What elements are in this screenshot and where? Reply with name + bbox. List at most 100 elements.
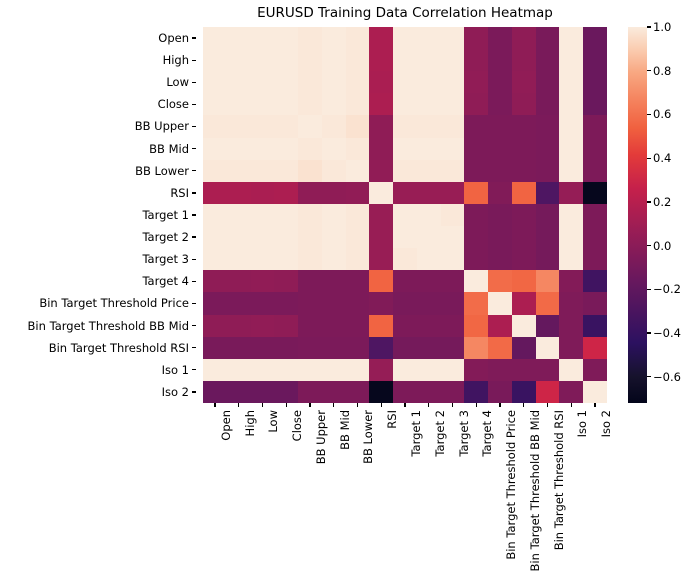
heatmap-cell: [250, 203, 275, 227]
heatmap-cell: [345, 181, 370, 204]
heatmap-cell: [203, 226, 227, 249]
heatmap-cell: [488, 358, 512, 381]
y-axis-tick-label: High: [162, 53, 189, 68]
heatmap-cell: [393, 270, 417, 293]
heatmap-cell: [203, 314, 227, 337]
heatmap-cell: [535, 27, 560, 50]
heatmap-cell: [416, 27, 441, 50]
heatmap-cell: [298, 270, 322, 293]
heatmap-cell: [511, 115, 536, 138]
x-axis-tick-mark: [380, 403, 382, 407]
heatmap-cell: [583, 314, 607, 337]
heatmap-cell: [321, 137, 346, 160]
heatmap-cell: [511, 49, 536, 72]
x-axis-tick: Target 1: [393, 403, 423, 527]
colorbar-tick-labels: 1.0 0.8 0.6 0.4 0.2 0.0 −0.2 −0.4 −0.6: [647, 21, 688, 403]
x-axis-tick-mark: [333, 403, 335, 407]
heatmap-cell: [298, 358, 322, 381]
x-axis-tick-mark: [356, 403, 359, 407]
y-axis-tick-mark: [192, 37, 196, 39]
heatmap-figure: EURUSD Training Data Correlation Heatmap…: [27, 5, 688, 571]
y-axis-tick-mark: [192, 214, 196, 216]
heatmap-cell: [416, 71, 441, 94]
x-axis-tick: BB Mid: [322, 403, 352, 527]
y-axis-tick-label: Target 2: [142, 230, 189, 245]
y-axis-tick-label: Target 1: [142, 207, 189, 222]
heatmap-cell: [298, 248, 322, 271]
x-axis-tick-mark: [546, 403, 549, 407]
heatmap-cell: [203, 49, 227, 72]
heatmap-cell: [298, 137, 322, 160]
heatmap-cell: [345, 248, 370, 271]
colorbar-tick-mark: [647, 26, 651, 28]
heatmap-cell: [440, 270, 465, 293]
heatmap-cell: [583, 137, 607, 160]
heatmap-cell: [226, 181, 251, 204]
y-axis-tick-label: Open: [158, 31, 189, 45]
heatmap-cell: [535, 203, 560, 227]
heatmap-cell: [250, 49, 275, 72]
y-axis-tick-label: RSI: [170, 185, 189, 200]
heatmap-cell: [345, 71, 370, 94]
heatmap-cell: [559, 93, 584, 116]
heatmap-cell: [321, 49, 346, 72]
heatmap-cell: [559, 380, 584, 403]
heatmap-cell: [274, 27, 299, 50]
heatmap-cell: [345, 358, 370, 381]
heatmap-cell: [274, 270, 299, 293]
heatmap-cell: [440, 115, 465, 138]
heatmap-cell: [583, 71, 607, 94]
heatmap-cell: [321, 336, 346, 359]
heatmap-cell: [583, 93, 607, 116]
heatmap-cell: [369, 159, 394, 182]
x-axis-tick-mark: [404, 403, 406, 407]
y-axis-tick-label: Bin Target Threshold RSI: [48, 340, 189, 355]
colorbar-tick-label: 0.0: [653, 238, 672, 253]
heatmap-cell: [511, 181, 536, 204]
heatmap-cell: [464, 115, 489, 138]
heatmap-cell: [369, 115, 394, 138]
x-axis-tick-mark: [475, 403, 477, 407]
heatmap-cell: [464, 93, 489, 116]
x-axis-tick: RSI: [369, 403, 399, 527]
heatmap-cell: [416, 380, 441, 403]
colorbar-tick-mark: [647, 201, 651, 203]
heatmap-cell: [416, 159, 441, 182]
heatmap-cell: [559, 203, 584, 227]
heatmap-cell: [203, 115, 227, 138]
heatmap-cell: [440, 248, 465, 271]
heatmap-cell: [250, 137, 275, 160]
heatmap-cell: [416, 270, 441, 293]
heatmap-cell: [416, 203, 441, 227]
heatmap-cell: [274, 137, 299, 160]
x-axis-tick: BB Lower: [346, 403, 375, 527]
heatmap-cell: [321, 292, 346, 315]
heatmap-cell: [226, 71, 251, 94]
heatmap-cell: [488, 380, 512, 403]
heatmap-cell: [250, 358, 275, 381]
heatmap-cell: [488, 203, 512, 227]
heatmap-cell: [369, 27, 394, 50]
heatmap-cell: [298, 336, 322, 359]
heatmap-cell: [511, 27, 536, 50]
heatmap-cell: [274, 314, 299, 337]
heatmap-cell: [488, 137, 512, 160]
colorbar-tick-label: −0.2: [653, 282, 681, 297]
x-axis-tick: Target 4: [464, 403, 494, 527]
x-axis-tick: Low: [251, 403, 280, 527]
heatmap-cell: [226, 27, 251, 50]
colorbar-tick-mark: [647, 244, 651, 247]
y-axis-tick-label: Iso 2: [161, 384, 189, 399]
heatmap-cell: [226, 248, 251, 271]
heatmap-cell: [488, 314, 512, 337]
x-axis-tick-mark: [309, 403, 311, 407]
heatmap-cell: [274, 181, 299, 204]
heatmap-cell: [464, 248, 489, 271]
x-axis-tick-mark: [261, 403, 264, 407]
heatmap-cell: [488, 248, 512, 271]
heatmap-cell: [464, 336, 489, 359]
heatmap-cell: [488, 181, 512, 204]
heatmap-cell: [250, 71, 275, 94]
heatmap-cell: [203, 380, 227, 403]
heatmap-cell: [274, 71, 299, 94]
